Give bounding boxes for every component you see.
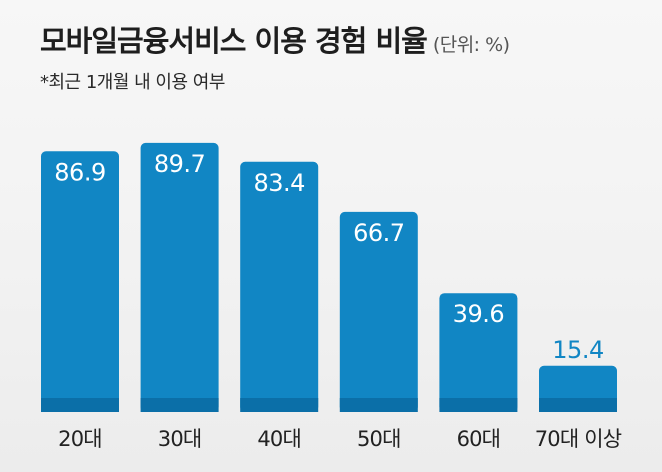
- bar-base-3: [339, 398, 418, 412]
- value-label-1: 89.7: [154, 150, 205, 178]
- bar-3: [339, 211, 418, 412]
- category-labels-group: 20대 30대 40대 50대 60대 70대 이상: [58, 427, 622, 451]
- bars-group: [41, 142, 617, 413]
- chart-subtitle: *최근 1개월 내 이용 여부: [40, 72, 225, 93]
- unit-label: (단위: %): [432, 34, 510, 56]
- bar-2: [240, 161, 319, 412]
- bar-base-5: [539, 398, 617, 412]
- category-label-3: 50대: [357, 427, 401, 451]
- bar-base-2: [240, 398, 319, 412]
- bar-base-4: [439, 398, 518, 412]
- bar-base-1: [140, 398, 219, 412]
- bar-4: [439, 293, 518, 412]
- category-label-4: 60대: [457, 427, 501, 451]
- bar-0: [41, 151, 119, 413]
- category-label-1: 30대: [158, 427, 202, 451]
- value-label-5: 15.4: [552, 336, 603, 364]
- category-label-2: 40대: [257, 427, 301, 451]
- chart-title: 모바일금융서비스 이용 경험 비율: [40, 24, 428, 58]
- category-label-5: 70대 이상: [535, 427, 622, 451]
- value-label-0: 86.9: [54, 158, 105, 186]
- value-label-2: 83.4: [253, 169, 304, 197]
- chart-title-group: 모바일금융서비스 이용 경험 비율 (단위: %): [40, 18, 510, 60]
- category-label-0: 20대: [58, 427, 102, 451]
- bar-base-0: [41, 398, 119, 412]
- value-labels-group: 86.9 89.7 83.4 66.7 39.6 15.4: [54, 150, 604, 364]
- bar-1: [140, 142, 219, 412]
- value-label-3: 66.7: [353, 219, 404, 247]
- value-label-4: 39.6: [453, 300, 504, 328]
